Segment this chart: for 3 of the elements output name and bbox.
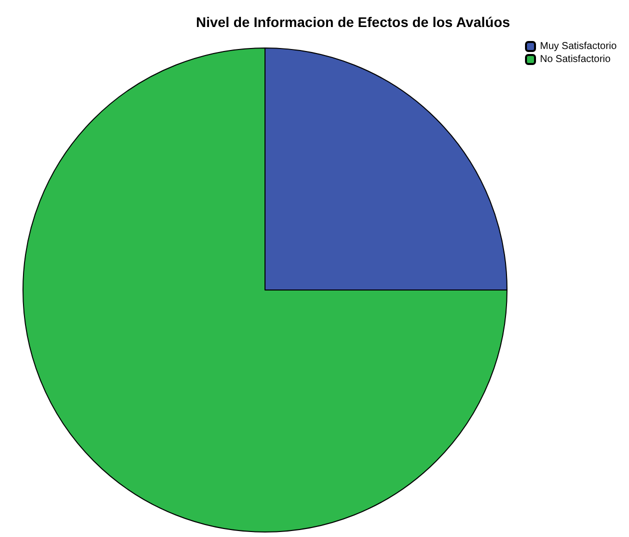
- legend-label: No Satisfactorio: [540, 54, 612, 65]
- legend-label: Muy Satisfactorio: [540, 41, 618, 52]
- chart-title: Nivel de Informacion de Efectos de los Avalúos: [196, 14, 510, 30]
